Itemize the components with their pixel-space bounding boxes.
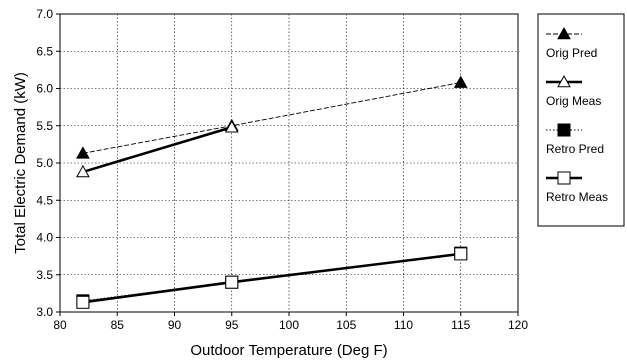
x-axis-ticks: 80 85 90 95 100 105 110 115 120	[53, 312, 528, 332]
y-tick-label: 7.0	[36, 7, 53, 21]
series-orig-meas	[76, 120, 239, 178]
series-group	[76, 75, 468, 309]
legend-label: Orig Pred	[546, 46, 597, 60]
series-line-orig-meas	[82, 125, 233, 174]
legend-box	[537, 13, 625, 227]
legend-entry-orig-pred: Orig Pred	[546, 26, 597, 60]
data-point-orig-meas	[224, 120, 239, 133]
x-tick-label: 120	[508, 318, 528, 332]
y-tick-label: 3.5	[36, 268, 53, 282]
legend-marker	[557, 26, 571, 40]
x-tick-label: 105	[336, 318, 356, 332]
series-retro-meas	[76, 247, 468, 309]
data-point-retro-meas	[76, 295, 90, 309]
y-tick-label: 5.5	[36, 119, 53, 133]
data-point-retro-meas	[225, 275, 239, 289]
data-point-orig-pred	[453, 75, 468, 88]
legend-label: Retro Meas	[546, 190, 608, 204]
y-axis-ticks: 3.0 3.5 4.0 4.5 5.0 5.5 6.0 6.5 7.0	[36, 7, 60, 319]
y-tick-label: 5.0	[36, 156, 53, 170]
y-tick-label: 4.0	[36, 231, 53, 245]
y-tick-label: 4.5	[36, 193, 53, 207]
data-point-retro-meas	[454, 247, 468, 261]
legend-entry-retro-meas: Retro Meas	[546, 171, 608, 204]
legend-marker	[557, 74, 571, 88]
x-tick-label: 100	[279, 318, 299, 332]
x-tick-label: 80	[53, 318, 67, 332]
legend: Orig Pred Orig Meas Retro Pred Retro Meas	[546, 26, 608, 204]
data-point-orig-pred	[76, 146, 90, 159]
x-tick-label: 95	[225, 318, 239, 332]
legend-label: Orig Meas	[546, 94, 601, 108]
y-tick-label: 6.0	[36, 82, 53, 96]
data-point-orig-meas	[76, 164, 90, 178]
y-tick-label: 3.0	[36, 305, 53, 319]
y-tick-label: 6.5	[36, 44, 53, 58]
legend-entry-retro-pred: Retro Pred	[546, 123, 604, 156]
legend-marker	[557, 171, 571, 185]
legend-entry-orig-meas: Orig Meas	[546, 74, 601, 108]
x-tick-label: 110	[394, 318, 413, 332]
legend-marker	[557, 123, 571, 137]
y-axis-title: Total Electric Demand (kW)	[12, 72, 29, 254]
legend-label: Retro Pred	[546, 142, 604, 156]
x-axis-title: Outdoor Temperature (Deg F)	[190, 342, 387, 359]
x-tick-label: 115	[451, 318, 470, 332]
x-tick-label: 85	[111, 318, 125, 332]
x-tick-label: 90	[168, 318, 182, 332]
